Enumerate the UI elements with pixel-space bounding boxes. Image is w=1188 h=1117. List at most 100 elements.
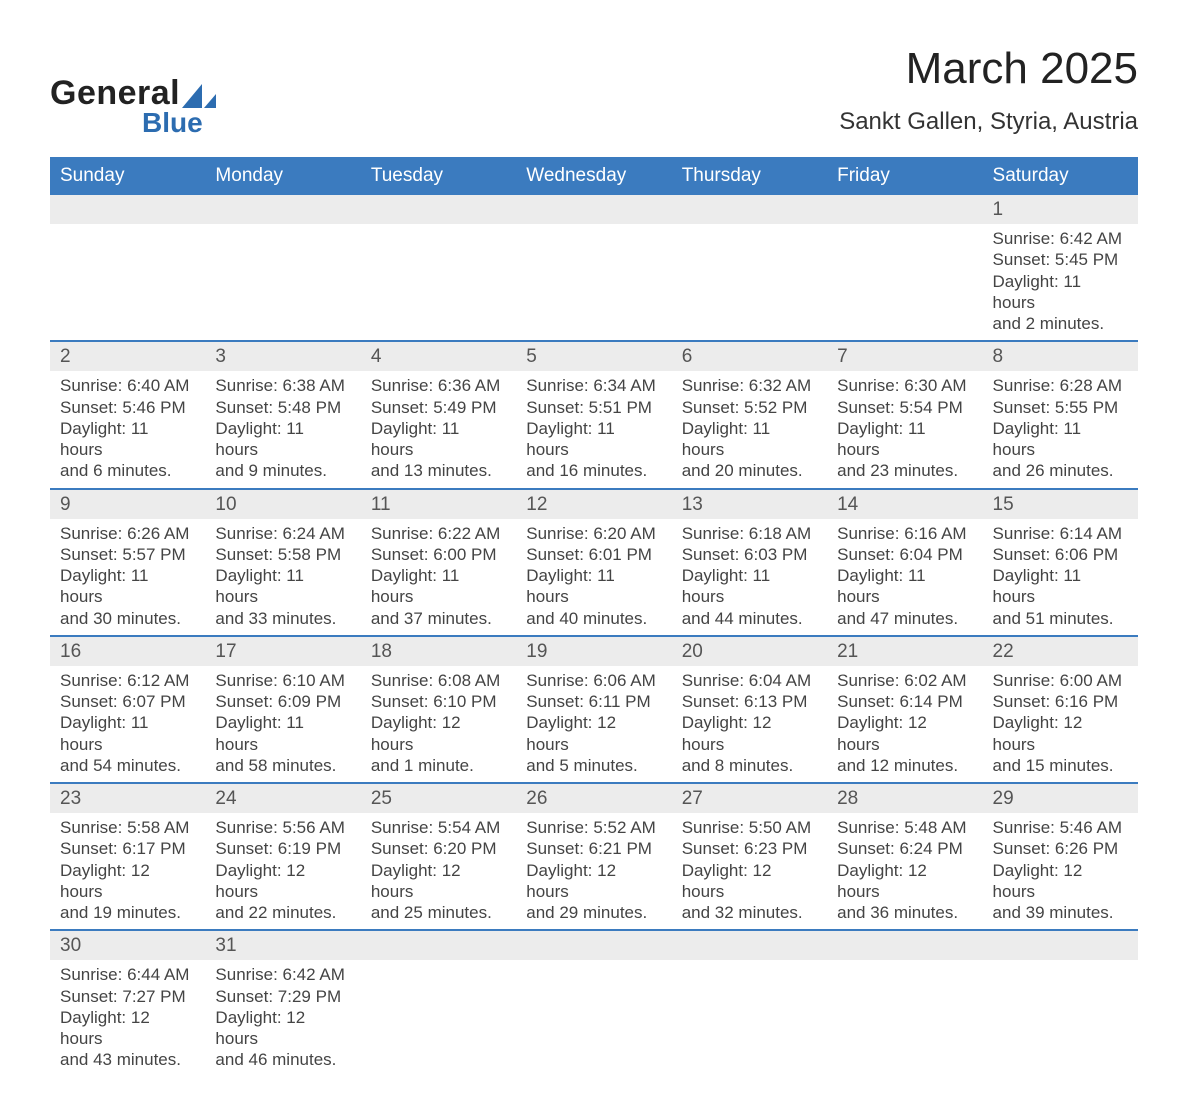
daylight-text-2: and 13 minutes.: [371, 460, 506, 481]
daylight-text-2: and 47 minutes.: [837, 608, 972, 629]
daynum-row: 1: [50, 195, 1138, 224]
sunrise-text: Sunrise: 6:42 AM: [215, 964, 350, 985]
day-data-cell: Sunrise: 6:32 AMSunset: 5:52 PMDaylight:…: [672, 371, 827, 488]
day-data-cell: [827, 224, 982, 341]
day-number-cell: [827, 195, 982, 224]
daylight-text-1: Daylight: 11 hours: [215, 565, 350, 608]
daylight-text-2: and 25 minutes.: [371, 902, 506, 923]
data-row: Sunrise: 6:26 AMSunset: 5:57 PMDaylight:…: [50, 519, 1138, 636]
day-number-cell: 26: [516, 783, 671, 813]
daylight-text-1: Daylight: 11 hours: [371, 565, 506, 608]
day-data-cell: [205, 224, 360, 341]
daylight-text-2: and 40 minutes.: [526, 608, 661, 629]
day-data-cell: Sunrise: 6:42 AMSunset: 7:29 PMDaylight:…: [205, 960, 360, 1076]
sunrise-text: Sunrise: 6:32 AM: [682, 375, 817, 396]
daylight-text-1: Daylight: 11 hours: [993, 418, 1128, 461]
daylight-text-2: and 39 minutes.: [993, 902, 1128, 923]
sunrise-text: Sunrise: 6:12 AM: [60, 670, 195, 691]
sunrise-text: Sunrise: 6:04 AM: [682, 670, 817, 691]
weekday-header: Thursday: [672, 157, 827, 195]
sunset-text: Sunset: 5:57 PM: [60, 544, 195, 565]
day-number-cell: [672, 195, 827, 224]
day-data-cell: Sunrise: 6:30 AMSunset: 5:54 PMDaylight:…: [827, 371, 982, 488]
daylight-text-2: and 36 minutes.: [837, 902, 972, 923]
title-block: March 2025 Sankt Gallen, Styria, Austria: [839, 44, 1138, 136]
sunset-text: Sunset: 7:27 PM: [60, 986, 195, 1007]
day-data-cell: [361, 224, 516, 341]
day-data-cell: Sunrise: 6:28 AMSunset: 5:55 PMDaylight:…: [983, 371, 1138, 488]
day-number-cell: 13: [672, 489, 827, 519]
day-number-cell: [361, 930, 516, 960]
day-data-cell: Sunrise: 6:04 AMSunset: 6:13 PMDaylight:…: [672, 666, 827, 783]
day-data-cell: Sunrise: 5:58 AMSunset: 6:17 PMDaylight:…: [50, 813, 205, 930]
daylight-text-1: Daylight: 12 hours: [371, 860, 506, 903]
sunset-text: Sunset: 6:03 PM: [682, 544, 817, 565]
daylight-text-2: and 26 minutes.: [993, 460, 1128, 481]
day-number-cell: 1: [983, 195, 1138, 224]
daylight-text-1: Daylight: 11 hours: [993, 565, 1128, 608]
daylight-text-1: Daylight: 12 hours: [837, 712, 972, 755]
sunset-text: Sunset: 6:17 PM: [60, 838, 195, 859]
sunrise-text: Sunrise: 6:16 AM: [837, 523, 972, 544]
sunrise-text: Sunrise: 6:06 AM: [526, 670, 661, 691]
day-data-cell: Sunrise: 5:56 AMSunset: 6:19 PMDaylight:…: [205, 813, 360, 930]
day-number-cell: 8: [983, 341, 1138, 371]
daylight-text-2: and 19 minutes.: [60, 902, 195, 923]
sunset-text: Sunset: 6:19 PM: [215, 838, 350, 859]
day-data-cell: Sunrise: 6:26 AMSunset: 5:57 PMDaylight:…: [50, 519, 205, 636]
day-number-cell: 29: [983, 783, 1138, 813]
daynum-row: 9101112131415: [50, 489, 1138, 519]
sunrise-text: Sunrise: 6:30 AM: [837, 375, 972, 396]
day-data-cell: Sunrise: 6:22 AMSunset: 6:00 PMDaylight:…: [361, 519, 516, 636]
day-data-cell: Sunrise: 6:20 AMSunset: 6:01 PMDaylight:…: [516, 519, 671, 636]
sunrise-text: Sunrise: 6:08 AM: [371, 670, 506, 691]
day-data-cell: [361, 960, 516, 1076]
day-data-cell: Sunrise: 6:02 AMSunset: 6:14 PMDaylight:…: [827, 666, 982, 783]
day-number-cell: 9: [50, 489, 205, 519]
daylight-text-1: Daylight: 12 hours: [371, 712, 506, 755]
sunrise-text: Sunrise: 5:50 AM: [682, 817, 817, 838]
day-number-cell: 4: [361, 341, 516, 371]
day-data-cell: Sunrise: 6:36 AMSunset: 5:49 PMDaylight:…: [361, 371, 516, 488]
sunrise-text: Sunrise: 5:48 AM: [837, 817, 972, 838]
daylight-text-2: and 20 minutes.: [682, 460, 817, 481]
daylight-text-1: Daylight: 11 hours: [837, 418, 972, 461]
day-number-cell: 19: [516, 636, 671, 666]
day-data-cell: Sunrise: 6:08 AMSunset: 6:10 PMDaylight:…: [361, 666, 516, 783]
header: General Blue March 2025 Sankt Gallen, St…: [50, 44, 1138, 139]
data-row: Sunrise: 6:44 AMSunset: 7:27 PMDaylight:…: [50, 960, 1138, 1076]
daylight-text-2: and 37 minutes.: [371, 608, 506, 629]
daylight-text-1: Daylight: 11 hours: [526, 418, 661, 461]
day-number-cell: 27: [672, 783, 827, 813]
daylight-text-1: Daylight: 11 hours: [215, 712, 350, 755]
sunrise-text: Sunrise: 6:38 AM: [215, 375, 350, 396]
day-data-cell: Sunrise: 6:24 AMSunset: 5:58 PMDaylight:…: [205, 519, 360, 636]
day-data-cell: [516, 960, 671, 1076]
weekday-header-row: Sunday Monday Tuesday Wednesday Thursday…: [50, 157, 1138, 195]
daylight-text-2: and 54 minutes.: [60, 755, 195, 776]
daylight-text-1: Daylight: 12 hours: [60, 1007, 195, 1050]
daylight-text-2: and 30 minutes.: [60, 608, 195, 629]
sunrise-text: Sunrise: 5:54 AM: [371, 817, 506, 838]
day-number-cell: 20: [672, 636, 827, 666]
day-number-cell: 25: [361, 783, 516, 813]
sunrise-text: Sunrise: 6:00 AM: [993, 670, 1128, 691]
day-number-cell: 6: [672, 341, 827, 371]
weekday-header: Wednesday: [516, 157, 671, 195]
sunset-text: Sunset: 7:29 PM: [215, 986, 350, 1007]
daylight-text-2: and 16 minutes.: [526, 460, 661, 481]
daylight-text-1: Daylight: 12 hours: [993, 860, 1128, 903]
day-data-cell: Sunrise: 6:14 AMSunset: 6:06 PMDaylight:…: [983, 519, 1138, 636]
sunset-text: Sunset: 6:00 PM: [371, 544, 506, 565]
day-number-cell: 21: [827, 636, 982, 666]
brand-logo: General Blue: [50, 44, 216, 139]
daylight-text-2: and 6 minutes.: [60, 460, 195, 481]
daylight-text-1: Daylight: 12 hours: [60, 860, 195, 903]
data-row: Sunrise: 6:42 AMSunset: 5:45 PMDaylight:…: [50, 224, 1138, 341]
daylight-text-2: and 32 minutes.: [682, 902, 817, 923]
day-data-cell: Sunrise: 5:54 AMSunset: 6:20 PMDaylight:…: [361, 813, 516, 930]
sunset-text: Sunset: 5:45 PM: [993, 249, 1128, 270]
data-row: Sunrise: 6:40 AMSunset: 5:46 PMDaylight:…: [50, 371, 1138, 488]
daylight-text-2: and 12 minutes.: [837, 755, 972, 776]
weekday-header: Sunday: [50, 157, 205, 195]
